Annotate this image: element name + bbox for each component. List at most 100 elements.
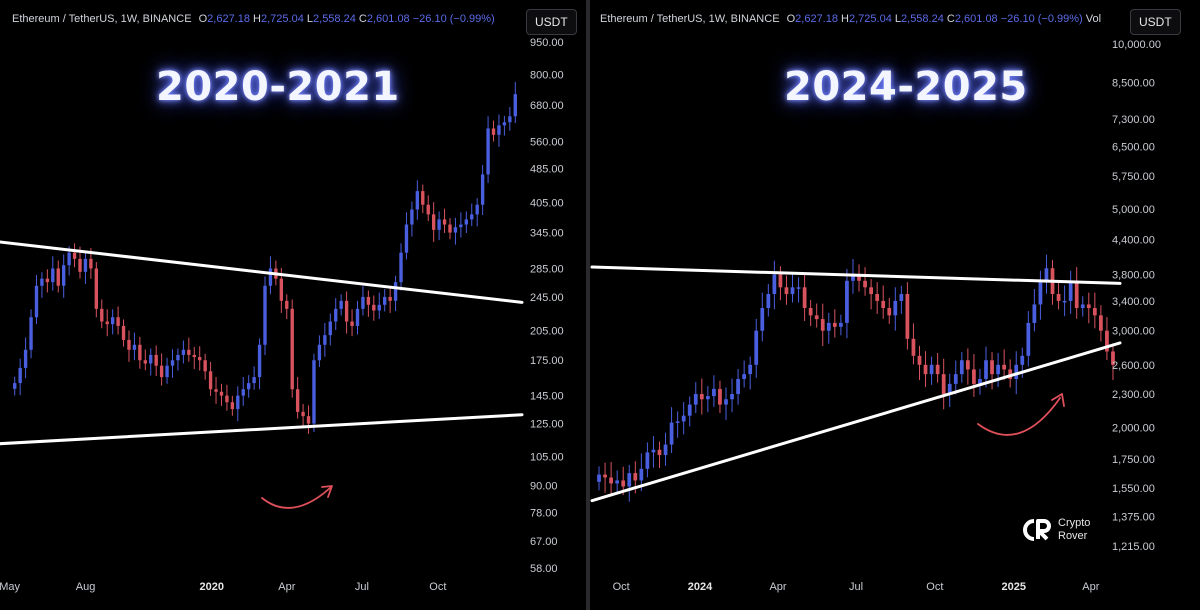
candle-body bbox=[203, 360, 207, 372]
candle-body bbox=[887, 308, 892, 316]
candle-body bbox=[953, 374, 958, 384]
candle-body bbox=[899, 294, 904, 301]
candle-body bbox=[802, 287, 807, 309]
candle-body bbox=[236, 395, 240, 410]
volume-label: Vol bbox=[1085, 13, 1102, 25]
y-axis-tick-label: 2,000.00 bbox=[1112, 422, 1155, 434]
candle-body bbox=[978, 378, 982, 384]
symbol-label: Ethereum / TetherUS, 1W, BINANCE bbox=[12, 13, 192, 25]
candle-body bbox=[1105, 330, 1109, 352]
candle-body bbox=[110, 317, 115, 325]
candle-body bbox=[1092, 308, 1097, 316]
candle-body bbox=[45, 278, 50, 283]
candle-body bbox=[459, 224, 463, 228]
y-axis-tick-label: 7,300.00 bbox=[1112, 114, 1155, 126]
candle-body bbox=[475, 204, 479, 215]
candle-body bbox=[513, 94, 517, 117]
candle-body bbox=[214, 389, 218, 392]
y-axis-tick-label: 485.00 bbox=[530, 163, 564, 175]
candle-body bbox=[497, 125, 501, 135]
candle-body bbox=[959, 360, 964, 375]
trendline bbox=[0, 240, 524, 304]
y-axis-tick-label: 5,000.00 bbox=[1112, 204, 1155, 216]
y-axis-tick-label: 345.00 bbox=[530, 228, 564, 240]
candle-body bbox=[712, 388, 716, 397]
candle-body bbox=[814, 315, 819, 320]
y-axis-tick-label: 800.00 bbox=[530, 69, 564, 81]
x-axis-tick-label: Jul bbox=[355, 581, 369, 593]
bounce-arrow bbox=[261, 487, 331, 509]
candle-body bbox=[34, 285, 39, 318]
candle-body bbox=[1002, 364, 1007, 370]
candle-body bbox=[996, 364, 1000, 375]
candle-body bbox=[426, 204, 430, 215]
close-label: C bbox=[358, 13, 367, 25]
candle-body bbox=[470, 214, 474, 220]
candle-body bbox=[410, 209, 414, 225]
candle-body bbox=[246, 383, 251, 390]
candle-body bbox=[905, 294, 910, 339]
x-axis-tick-label: Oct bbox=[613, 581, 630, 593]
currency-button[interactable]: USDT bbox=[526, 9, 577, 35]
candle-body bbox=[869, 287, 873, 295]
y-axis-tick-label: 10,000.00 bbox=[1112, 39, 1161, 51]
trendline bbox=[590, 265, 1122, 285]
candle-body bbox=[984, 360, 988, 379]
y-axis-tick-label: 205.00 bbox=[530, 325, 564, 337]
candle-body bbox=[508, 116, 512, 123]
candle-body bbox=[832, 322, 837, 327]
candle-body bbox=[149, 354, 153, 364]
y-axis-tick-label: 67.00 bbox=[530, 536, 558, 548]
candle-body bbox=[29, 317, 33, 350]
candle-body bbox=[597, 474, 601, 482]
y-axis-tick-label: 1,215.00 bbox=[1112, 541, 1155, 553]
low-value: 2,558.24 bbox=[901, 13, 944, 25]
currency-button[interactable]: USDT bbox=[1130, 9, 1181, 35]
candle-body bbox=[317, 344, 322, 361]
candle-body bbox=[138, 344, 142, 361]
candle-body bbox=[839, 322, 843, 327]
candle-body bbox=[1074, 280, 1079, 309]
chart-panel-right[interactable]: Ethereum / TetherUS, 1W, BINANCE O2,627.… bbox=[590, 0, 1200, 610]
candle-body bbox=[935, 364, 940, 375]
symbol-label: Ethereum / TetherUS, 1W, BINANCE bbox=[600, 13, 780, 25]
candle-body bbox=[230, 402, 235, 410]
candle-body bbox=[100, 308, 104, 322]
candle-body bbox=[603, 474, 607, 478]
y-axis-tick-label: 1,375.00 bbox=[1112, 512, 1155, 524]
y-axis-tick-label: 285.00 bbox=[530, 263, 564, 275]
y-axis-tick-label: 4,400.00 bbox=[1112, 235, 1155, 247]
y-axis-tick-label: 145.00 bbox=[530, 391, 564, 403]
candle-body bbox=[1032, 304, 1037, 323]
candle-body bbox=[645, 452, 650, 469]
period-label: 2020-2021 bbox=[156, 64, 400, 110]
chart-panel-left[interactable]: Ethereum / TetherUS, 1W, BINANCE O2,627.… bbox=[0, 0, 586, 610]
candle-body bbox=[355, 308, 360, 326]
candle-body bbox=[388, 296, 392, 301]
candle-body bbox=[609, 477, 613, 484]
candle-body bbox=[491, 128, 496, 135]
candle-body bbox=[705, 396, 710, 400]
candle-body bbox=[772, 274, 777, 295]
candle-body bbox=[372, 304, 376, 311]
candle-body bbox=[241, 389, 245, 396]
candle-body bbox=[1038, 280, 1043, 305]
logo-line-1: Crypto bbox=[1058, 517, 1091, 529]
close-label: C bbox=[946, 13, 955, 25]
crypto-rover-logo: Crypto Rover bbox=[1022, 517, 1090, 543]
candle-body bbox=[121, 325, 126, 340]
open-label: O bbox=[198, 13, 208, 25]
bounce-arrow-head bbox=[1051, 393, 1065, 407]
panel-divider[interactable] bbox=[586, 0, 590, 610]
x-axis-tick-label: Oct bbox=[429, 581, 446, 593]
candle-body bbox=[1014, 364, 1019, 379]
candle-body bbox=[651, 449, 656, 453]
candle-body bbox=[1062, 300, 1067, 303]
candle-body bbox=[67, 252, 71, 266]
candle-body bbox=[344, 300, 349, 322]
x-axis-tick-label: 2025 bbox=[1001, 581, 1025, 593]
crypto-rover-logo-icon bbox=[1023, 519, 1051, 541]
x-axis-tick-label: Jul bbox=[849, 581, 863, 593]
y-axis-tick-label: 560.00 bbox=[530, 136, 564, 148]
candle-body bbox=[893, 300, 898, 316]
